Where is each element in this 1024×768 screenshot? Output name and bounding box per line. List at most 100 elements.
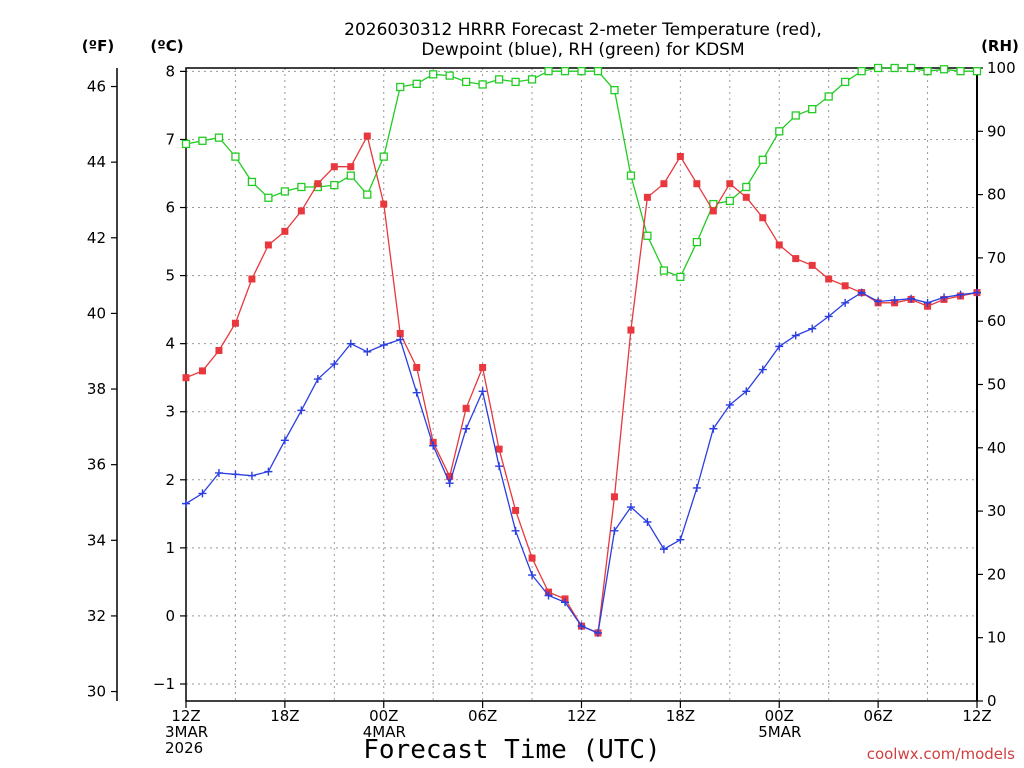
dewpoint-point (330, 360, 339, 369)
rh-point (396, 82, 405, 92)
rh-point (939, 65, 949, 74)
temperature-point (182, 374, 190, 382)
celsius-tick-label: 5 (165, 267, 175, 285)
dewpoint-point (923, 298, 932, 307)
x-tick-label: 06Z (863, 707, 892, 725)
rh-axis-unit: (RH) (981, 37, 1019, 55)
dewpoint-point (791, 331, 800, 340)
dewpoint-point (363, 347, 372, 356)
dewpoint-point (973, 288, 981, 297)
x-tick-label: 12Z (962, 707, 991, 725)
dewpoint-point (593, 628, 602, 637)
x-tick-label: 4MAR (363, 723, 406, 741)
rh-point (972, 67, 982, 76)
dewpoint-point (676, 535, 685, 544)
rh-point (577, 67, 586, 76)
dewpoint-point (313, 375, 322, 384)
x-tick-label: 5MAR (758, 723, 801, 741)
x-tick-label: 06Z (468, 707, 497, 725)
fahrenheit-tick-label: 42 (87, 229, 106, 247)
temperature-point (726, 180, 734, 188)
rh-point (445, 71, 454, 80)
rh-point (593, 67, 603, 76)
rh-point (544, 67, 553, 76)
temperature-point (792, 255, 800, 263)
rh-point (906, 63, 916, 73)
dewpoint-point (841, 298, 850, 307)
series-layer (181, 63, 982, 637)
rh-tick-label: 100 (987, 59, 1016, 77)
rh-tick-label: 70 (987, 249, 1006, 267)
dewpoint-point (379, 341, 388, 350)
dewpoint-point (412, 388, 421, 397)
rh-tick-label: 90 (987, 122, 1006, 140)
dewpoint-point (824, 312, 833, 321)
dewpoint-point (198, 489, 207, 498)
temperature-point (248, 275, 256, 283)
rh-point (643, 231, 652, 240)
fahrenheit-tick-label: 38 (87, 380, 106, 398)
rh-point (214, 133, 224, 142)
celsius-tick-label: 4 (165, 335, 175, 353)
rh-point (956, 67, 965, 76)
temperature-point (446, 472, 454, 480)
dewpoint-point (544, 591, 553, 600)
fahrenheit-tick-label: 46 (87, 78, 106, 96)
temperature-point (495, 445, 503, 453)
rh-point (280, 187, 290, 196)
rh-point (478, 80, 487, 89)
x-tick-label: 00Z (369, 707, 398, 725)
x-tick-label: 00Z (765, 707, 794, 725)
rh-point (363, 190, 372, 199)
rh-point (560, 67, 570, 76)
rh-tick-label: 0 (987, 692, 997, 710)
credit-text: coolwx.com/models (867, 745, 1015, 763)
celsius-axis-unit: (ºC) (150, 37, 183, 55)
temperature-point (742, 193, 750, 201)
celsius-tick-label: 8 (165, 62, 175, 80)
dewpoint-point (247, 471, 256, 480)
temperature-point (479, 363, 487, 371)
dewpoint-point (725, 400, 734, 409)
rh-point (527, 75, 537, 84)
rh-point (890, 63, 899, 73)
plot-frame (185, 67, 978, 702)
temperature-point (676, 152, 684, 160)
tick-labels: 303234363840424446−101234567801020304050… (87, 59, 1016, 757)
rh-point (264, 193, 273, 202)
dewpoint-point (346, 339, 355, 348)
dewpoint-point (511, 526, 520, 535)
rh-point (461, 77, 471, 87)
rh-point (429, 70, 438, 79)
fahrenheit-axis-unit: (ºF) (82, 37, 114, 55)
rh-point (742, 182, 751, 192)
dewpoint-point (231, 470, 240, 479)
dewpoint-point (577, 622, 586, 631)
dewpoint-point (495, 462, 504, 471)
rh-tick-label: 10 (987, 629, 1006, 647)
temperature-point (363, 132, 371, 140)
rh-point (494, 75, 504, 84)
rh-point (923, 67, 932, 76)
dewpoint-point (478, 387, 487, 396)
rh-point (873, 63, 883, 73)
dewpoint-point (907, 294, 916, 303)
dewpoint-point (626, 503, 635, 512)
x-tick-label: 18Z (666, 707, 695, 725)
celsius-tick-label: 6 (165, 199, 175, 217)
dewpoint-point (214, 468, 223, 477)
temperature-point (610, 493, 618, 501)
rh-point (841, 77, 850, 87)
dewpoint-point (396, 335, 405, 344)
temperature-point (231, 319, 239, 327)
fahrenheit-tick-label: 40 (87, 304, 106, 322)
x-tick-label: 2026 (165, 739, 203, 757)
temperature-point (512, 506, 520, 514)
dewpoint-point (445, 479, 454, 488)
rh-point (346, 171, 355, 180)
celsius-tick-label: 2 (165, 471, 175, 489)
rh-point (231, 152, 240, 161)
rh-point (857, 67, 866, 76)
temperature-point (380, 200, 388, 208)
rh-point (198, 136, 207, 145)
